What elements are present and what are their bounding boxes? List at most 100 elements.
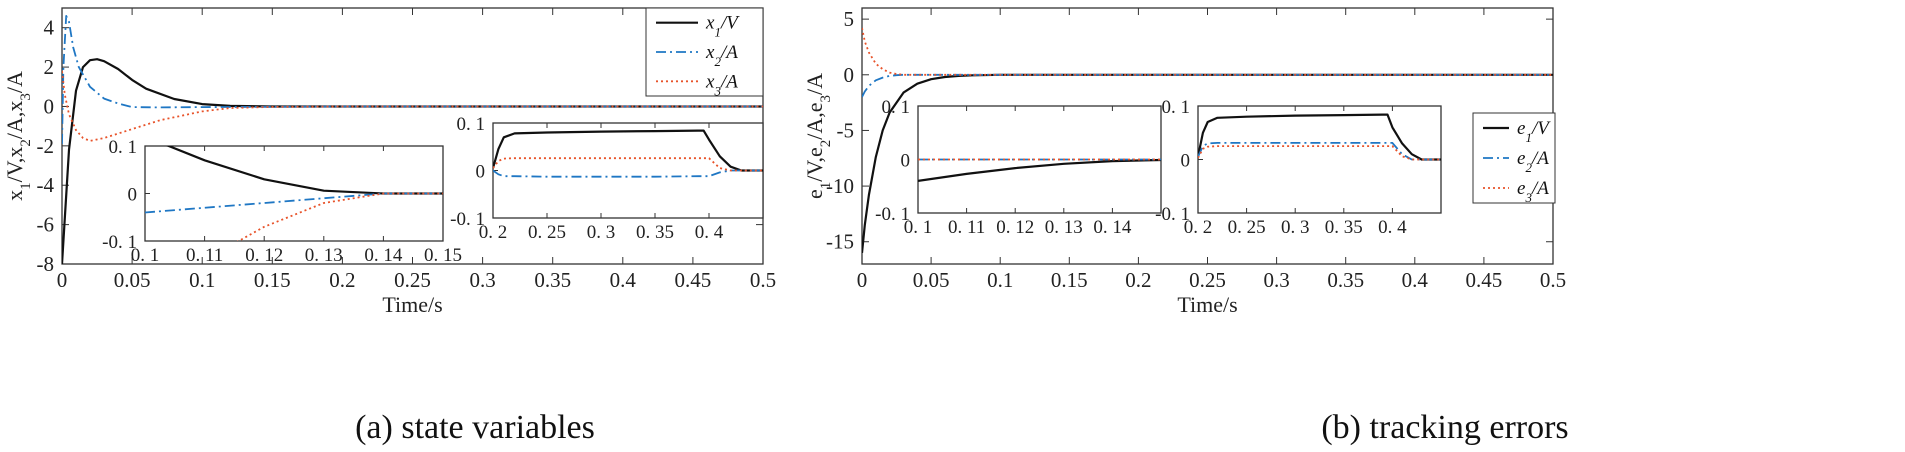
- chart-b-main-xtick-label: 0.45: [1466, 268, 1503, 292]
- chart-a-legend-sub: 1: [714, 24, 721, 39]
- chart-a-main-ytick-label: -6: [37, 213, 55, 237]
- chart-a-inset1-xtick-label: 0. 1: [131, 245, 160, 266]
- chart-a-ylabel-sub: 3: [18, 93, 34, 101]
- chart-a-inset1-xtick-label: 0. 12: [245, 245, 283, 266]
- caption-b: (b) tracking errors: [1321, 409, 1568, 446]
- chart-b-ylabel-var: e: [802, 189, 827, 199]
- chart-a-inset1-xtick-label: 0. 15: [424, 245, 462, 266]
- chart-a-inset2-xtick-label: 0. 35: [636, 222, 674, 243]
- chart-b-inset2-series-e2-a: [1198, 142, 1441, 161]
- chart-a-main-ytick-label: -4: [37, 173, 55, 197]
- chart-a-inset1-xtick-label: 0. 14: [364, 245, 403, 266]
- chart-b-ylabel-var: e: [802, 147, 827, 157]
- chart-a-main-xtick-label: 0: [57, 268, 68, 292]
- chart-b-inset2-ytick-label: 0: [1181, 151, 1191, 172]
- chart-b-inset2-ytick-label: 0. 1: [1162, 97, 1191, 118]
- chart-a-main-xtick-label: 0.3: [469, 268, 495, 292]
- chart-b-inset2-xtick-label: 0. 35: [1325, 217, 1363, 238]
- chart-a-inset2-series-group: [493, 129, 763, 178]
- chart-a-inset2-xtick-label: 0. 3: [587, 222, 616, 243]
- chart-a-main-xtick-label: 0.15: [254, 268, 291, 292]
- chart-b-inset1-xtick-label: 0. 11: [948, 217, 985, 238]
- chart-a-ylabel-part: /A: [2, 71, 27, 93]
- chart-b-legend-sub: 1: [1525, 130, 1532, 145]
- chart-a-inset2-ytick-label: 0: [476, 162, 486, 183]
- chart-b-legend-unit: /V: [1531, 118, 1551, 139]
- chart-a-main-xtick-label: 0.45: [675, 268, 712, 292]
- chart-b-inset2-series-group: [1198, 113, 1441, 161]
- chart-b-main-xtick-label: 0.5: [1540, 268, 1566, 292]
- chart-b-inset2-ytick-label: -0. 1: [1155, 204, 1190, 225]
- chart-a-inset2-series-x3-a: [493, 157, 763, 172]
- chart-a-legend-entry: x1/V: [705, 13, 740, 39]
- chart-b-ylabel-part: /A,: [802, 112, 827, 140]
- chart-b-ylabel-part: /A: [802, 73, 827, 95]
- chart-a-ylabel-var: x: [2, 190, 27, 201]
- chart-b-inset2-xtick-label: 0. 3: [1281, 217, 1310, 238]
- chart-a-ylabel-var: x: [2, 147, 27, 158]
- chart-a-inset1-xtick-label: 0. 13: [305, 245, 343, 266]
- chart-a-ylabel-sub: 2: [18, 139, 34, 147]
- chart-b-main-ytick-label: 5: [844, 7, 855, 31]
- chart-a-main-xtick-label: 0.4: [610, 268, 637, 292]
- chart-b-legend-entry: e1/V: [1517, 118, 1551, 145]
- chart-b-legend-var: e: [1517, 148, 1525, 169]
- chart-b-inset1-xtick-label: 0. 14: [1093, 217, 1132, 238]
- chart-b-legend-sub: 2: [1525, 160, 1532, 175]
- chart-b-main-xtick-label: 0.2: [1125, 268, 1151, 292]
- chart-b-main-xtick-label: 0: [857, 268, 868, 292]
- chart-b-main-xtick-label: 0.25: [1189, 268, 1226, 292]
- chart-a-legend-entry: x3/A: [705, 71, 738, 98]
- chart-b-inset1-xtick-label: 0. 13: [1045, 217, 1083, 238]
- chart-b-main-xtick-label: 0.05: [913, 268, 950, 292]
- panel-a-state-variables: 0 0.05 0.1 0.15 0.2 0.25 0.3 0.35 0.4 0.45 0.5 -8 -6…: [2, 7, 776, 317]
- chart-a-ylabel-part: /A,: [2, 112, 27, 140]
- chart-a-legend-entry: x2/A: [705, 42, 738, 69]
- chart-a-main-xtick-label: 0.5: [750, 268, 776, 292]
- chart-a-main-ytick-label: -2: [37, 134, 55, 158]
- chart-a-main-series-x2-a: [62, 15, 763, 144]
- chart-a-legend-var: x: [705, 13, 715, 34]
- chart-a-ylabel-var: x: [2, 101, 27, 112]
- chart-b-legend-entry: e3/A: [1517, 178, 1549, 205]
- chart-a-main-xtick-label: 0.05: [114, 268, 151, 292]
- chart-a-ylabel-part: /V,: [2, 158, 27, 183]
- chart-a-inset1-series-x3-a: [236, 192, 443, 241]
- chart-b-inset1-ytick-label: 0: [901, 151, 911, 172]
- chart-b-inset1-series-e1-v: [918, 158, 1161, 182]
- chart-b-ylabel-var: e: [802, 103, 827, 113]
- chart-a-main-ytick-label: 4: [44, 16, 55, 40]
- chart-b-inset1-series-group: [918, 158, 1161, 182]
- chart-b-main-xtick-label: 0.15: [1051, 268, 1088, 292]
- chart-a-xlabel: Time/s: [382, 292, 442, 317]
- chart-a-ylabel: x1/V,x2/A,x3/A: [2, 71, 34, 201]
- chart-a-main-ytick-label: -8: [37, 252, 55, 276]
- chart-a-inset2-xtick-label: 0. 2: [479, 222, 508, 243]
- chart-a-inset1-series-group: [145, 146, 443, 241]
- chart-b-legend-entry: e2/A: [1517, 148, 1549, 175]
- chart-b-legend-sub: 3: [1524, 190, 1532, 205]
- chart-b-inset1-xtick-label: 0. 12: [996, 217, 1034, 238]
- chart-b-main-xtick-label: 0.35: [1327, 268, 1364, 292]
- chart-a-main-xtick-label: 0.1: [189, 268, 215, 292]
- chart-b-legend-var: e: [1517, 118, 1525, 139]
- chart-b-inset2-xtick-label: 0. 4: [1378, 217, 1407, 238]
- chart-a-main-series-x3-a: [62, 70, 763, 142]
- chart-b-main-ytick-label: -15: [826, 230, 854, 254]
- chart-a-inset2-ytick-label: -0. 1: [450, 209, 485, 230]
- chart-b-inset1-ytick-label: 0. 1: [882, 97, 911, 118]
- chart-b-inset2-xtick-label: 0. 2: [1184, 217, 1213, 238]
- chart-b-main-xtick-label: 0.1: [987, 268, 1013, 292]
- panel-b-tracking-errors: 0 0.05 0.1 0.15 0.2 0.25 0.3 0.35 0.4 0.45 0.5-15-…: [802, 7, 1566, 317]
- chart-a-inset2-xtick-label: 0. 25: [528, 222, 566, 243]
- chart-b-legend-unit: /A: [1531, 148, 1549, 169]
- chart-b-main-ytick-label: -10: [826, 174, 854, 198]
- chart-b-ylabel-part: /V,: [802, 157, 827, 182]
- chart-a-legend-unit: /V: [720, 13, 740, 34]
- chart-b-legend-var: e: [1517, 178, 1525, 199]
- chart-a-ylabel-sub: 1: [18, 182, 34, 190]
- chart-a-legend-sub: 2: [714, 54, 721, 69]
- chart-b-inset2-series-e1-v: [1198, 113, 1441, 161]
- chart-b-ylabel-sub: 2: [818, 140, 834, 148]
